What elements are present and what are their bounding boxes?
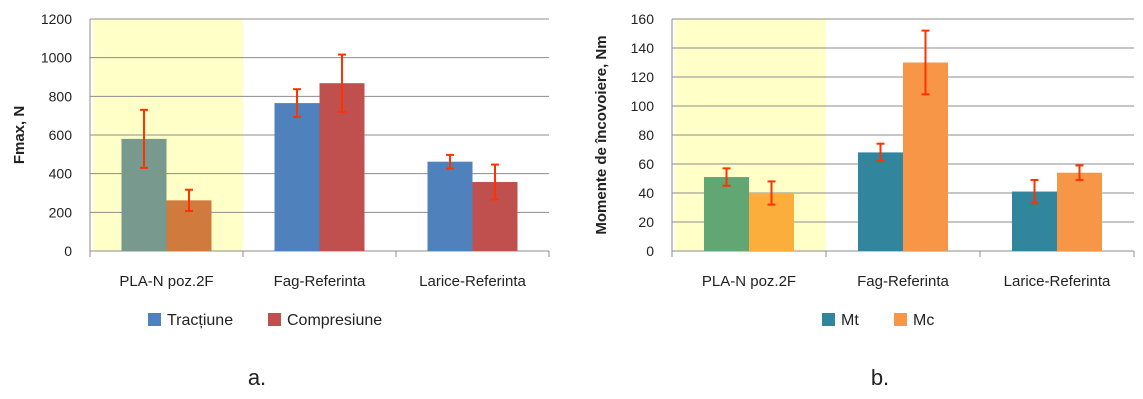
y-tick-label: 160 [631,11,655,27]
category-label: PLA-N poz.2F [119,273,213,290]
chart-b: 0 20 40 60 80 100 120 140 160 Momente de încovoie… [593,11,1135,390]
y-tick-label: 200 [49,204,73,220]
legend-swatch [148,313,161,326]
y-axis-label: Momente de încovoiere, Nm [593,35,610,234]
category-label: PLA-N poz.2F [702,273,796,290]
legend-swatch [894,313,907,326]
panel-label: b. [871,365,889,390]
y-tick-label: 120 [631,69,655,85]
category-label: Larice-Referinta [419,273,526,290]
chart-a: 0 200 400 600 800 1000 1200 Fmax, N PLA-N poz.2F… [11,11,550,390]
legend-swatch [268,313,281,326]
category-label: Fag-Referinta [857,273,949,290]
bar-mc [1057,172,1102,251]
y-tick-label: 800 [49,88,73,104]
panel-label: a. [248,365,266,390]
y-axis-label: Fmax, N [11,106,28,164]
y-tick-label: 20 [638,214,654,230]
y-tick-label: 40 [638,185,654,201]
bar-trac-iune [427,161,473,251]
legend-swatch [822,313,835,326]
legend-label: Mt [841,312,859,329]
bar-mt [858,152,903,251]
y-tick-label: 60 [638,156,654,172]
y-tick-label: 80 [638,127,654,143]
legend-label: Compresiune [287,312,382,329]
y-tick-label: 0 [64,243,72,259]
y-tick-label: 100 [631,98,655,114]
y-tick-label: 140 [631,40,655,56]
y-tick-label: 600 [49,127,73,143]
bar-trac-iune [274,103,320,251]
y-tick-label: 1000 [41,50,72,66]
legend-label: Tracțiune [167,312,233,329]
legend-label: Mc [913,312,934,329]
category-label: Fag-Referinta [274,273,366,290]
y-tick-label: 1200 [41,11,72,27]
y-tick-label: 400 [49,166,73,182]
category-label: Larice-Referinta [1004,273,1111,290]
bar-mt [704,177,749,251]
y-tick-label: 0 [646,243,654,259]
